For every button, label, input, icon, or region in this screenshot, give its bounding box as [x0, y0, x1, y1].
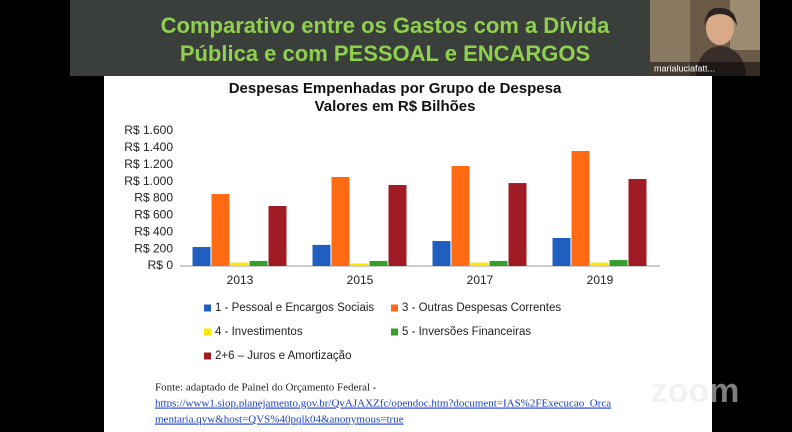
slide-title: Comparativo entre os Gastos com a Dívida: [161, 13, 610, 38]
y-tick-label: R$ 1.400: [124, 140, 173, 154]
bar: [230, 262, 249, 266]
slide-title: Pública e com PESSOAL e ENCARGOS: [180, 41, 590, 66]
bar: [312, 244, 331, 266]
chart-title: Despesas Empenhadas por Grupo de Despesa: [229, 80, 562, 97]
legend-swatch: [391, 328, 398, 336]
name-bar: [650, 62, 760, 76]
bar: [211, 194, 230, 266]
bar: [552, 237, 571, 266]
face: [706, 11, 734, 45]
y-tick-label: R$ 1.200: [124, 157, 173, 171]
legend-label: 2+6 – Juros e Amortização: [215, 350, 351, 362]
x-tick-label: 2015: [347, 273, 374, 287]
bar: [192, 247, 211, 266]
bar: [369, 260, 388, 266]
bar: [432, 241, 451, 266]
slide-header: [70, 0, 650, 76]
zoom-watermark: zoom: [651, 372, 740, 410]
bar: [470, 262, 489, 266]
chart-title: Valores em R$ Bilhões: [315, 98, 476, 115]
x-tick-label: 2013: [227, 273, 254, 287]
y-tick-label: R$ 1.000: [124, 174, 173, 188]
bar: [590, 262, 609, 266]
bar: [628, 179, 647, 266]
video-thumbnail: marialuciafatt...: [650, 0, 760, 76]
legend-swatch: [204, 328, 211, 336]
legend-swatch: [204, 304, 211, 312]
legend-label: 1 - Pessoal e Encargos Sociais: [215, 302, 374, 314]
y-tick-label: R$ 800: [134, 191, 173, 205]
legend-swatch: [204, 352, 211, 360]
y-tick-label: R$ 400: [134, 224, 173, 238]
source: Fonte: adaptado de Painel do Orçamento F…: [155, 382, 377, 394]
bar: [331, 176, 350, 266]
bar: [388, 185, 407, 266]
legend-swatch: [391, 304, 398, 312]
source-link[interactable]: mentaria.qvw&host=QVS%40pqlk04&anonymous…: [155, 414, 404, 426]
y-tick-label: R$ 1.600: [124, 123, 173, 137]
shelf: [730, 0, 760, 50]
bar: [249, 260, 268, 266]
bar: [451, 166, 470, 266]
x-tick-label: 2017: [467, 273, 494, 287]
source-link[interactable]: https://www1.siop.planejamento.gov.br/Qv…: [155, 398, 611, 410]
y-tick-label: R$ 0: [148, 258, 174, 272]
legend-label: 4 - Investimentos: [215, 326, 303, 338]
hair: [704, 7, 737, 26]
bar: [268, 206, 287, 266]
bar: [489, 260, 508, 266]
participant-name: marialuciafatt...: [654, 63, 715, 73]
bar: [508, 183, 527, 266]
x-tick-label: 2019: [587, 273, 614, 287]
bar: [571, 150, 590, 266]
legend-label: 5 - Inversões Financeiras: [402, 326, 531, 338]
legend-label: 3 - Outras Despesas Correntes: [402, 302, 561, 314]
bar: [350, 263, 369, 266]
y-tick-label: R$ 600: [134, 208, 173, 222]
y-tick-label: R$ 200: [134, 241, 173, 255]
bar: [609, 260, 628, 266]
